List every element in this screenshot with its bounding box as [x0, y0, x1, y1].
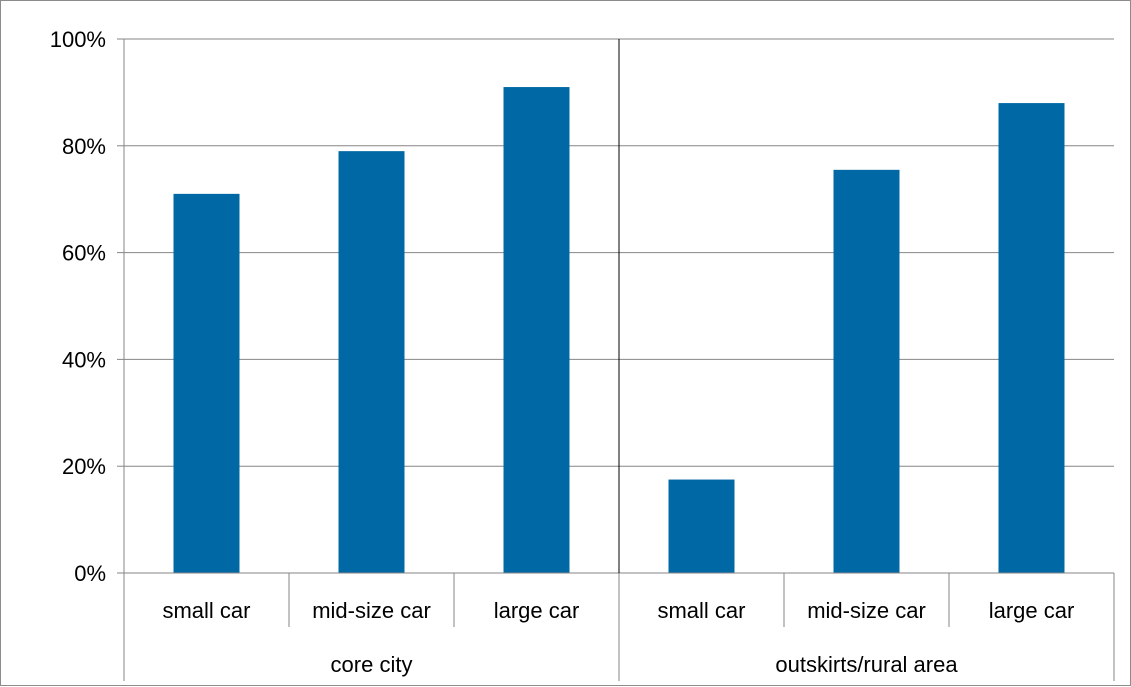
axes: [117, 38, 1115, 681]
x-category-labels: small car mid-size car large car small car m…: [162, 598, 1074, 623]
x-category-label: large car: [989, 598, 1075, 623]
bars: [173, 87, 1065, 574]
x-group-label: outskirts/rural area: [775, 652, 958, 677]
bar: [668, 479, 735, 573]
y-tick-label: 0%: [74, 561, 106, 586]
bar: [998, 103, 1065, 573]
y-tick-label: 60%: [62, 241, 106, 266]
x-category-label: mid-size car: [312, 598, 431, 623]
x-group-labels: core city outskirts/rural area: [331, 652, 959, 677]
y-tick-label: 40%: [62, 347, 106, 372]
x-group-label: core city: [331, 652, 413, 677]
y-tick-label: 100%: [50, 27, 106, 52]
y-tick-label: 20%: [62, 454, 106, 479]
y-tick-labels: 0% 20% 40% 60% 80% 100%: [50, 27, 106, 586]
x-category-label: large car: [494, 598, 580, 623]
y-tick-label: 80%: [62, 134, 106, 159]
x-category-label: small car: [657, 598, 745, 623]
bar: [833, 169, 900, 573]
bar: [338, 151, 405, 573]
bar: [173, 193, 240, 574]
x-category-label: mid-size car: [807, 598, 926, 623]
bar: [503, 87, 570, 573]
x-category-label: small car: [162, 598, 250, 623]
